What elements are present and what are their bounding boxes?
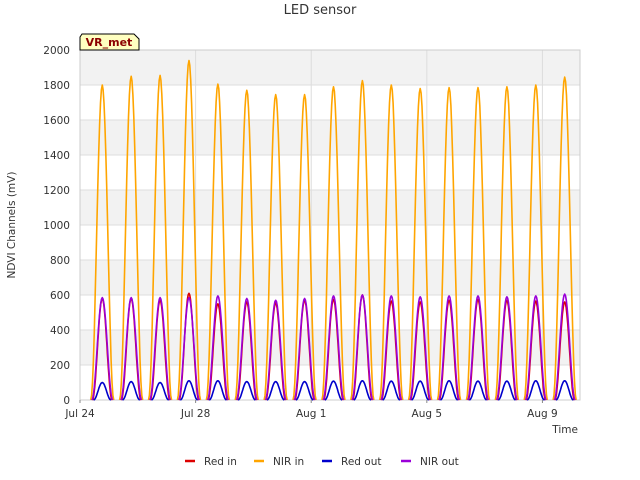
plot-band [80,190,580,225]
legend-label-red-out: Red out [341,456,381,468]
series-line-red-out [93,380,574,401]
y-tick-label: 200 [50,360,70,372]
series-line-nir-in [89,59,577,401]
y-tick-label: 1400 [43,150,70,162]
plot-band [80,50,580,85]
plot-band [80,260,580,295]
x-axis-label: Time [551,424,578,436]
y-tick-label: 400 [50,325,70,337]
x-tick-label: Jul 28 [180,408,210,420]
y-tick-label: 800 [50,255,70,267]
y-tick-label: 1000 [43,220,70,232]
y-tick-label: 1800 [43,80,70,92]
plot-background [80,50,580,365]
legend-label-nir-in: NIR in [273,456,304,468]
x-axis-ticks: Jul 24 Jul 28 Aug 1 Aug 5 Aug 9 [64,400,558,420]
x-tick-label: Aug 1 [296,408,327,420]
x-tick-label: Aug 5 [412,408,443,420]
badge-text: VR_met [86,36,133,49]
y-tick-label: 600 [50,290,70,302]
y-tick-label: 1600 [43,115,70,127]
site-badge: VR_met [79,33,140,51]
legend-label-red-in: Red in [204,456,237,468]
badge-shape [79,33,140,51]
legend: Red in NIR in Red out NIR out [185,456,459,468]
x-tick-label: Jul 24 [64,408,95,420]
y-tick-label: 0 [63,395,70,407]
y-axis-ticks: 0 200 400 600 800 1000 1200 1400 1600 1800 2000 [43,45,70,407]
x-tick-label: Aug 9 [527,408,558,420]
y-tick-label: 2000 [43,45,70,57]
y-axis-label: NDVI Channels (mV) [6,172,18,279]
legend-label-nir-out: NIR out [420,456,459,468]
chart-title: LED sensor [284,3,357,18]
plot-frame [79,49,581,401]
series-lines [89,59,577,401]
y-tick-label: 1200 [43,185,70,197]
series-line-nir-out [91,293,576,401]
